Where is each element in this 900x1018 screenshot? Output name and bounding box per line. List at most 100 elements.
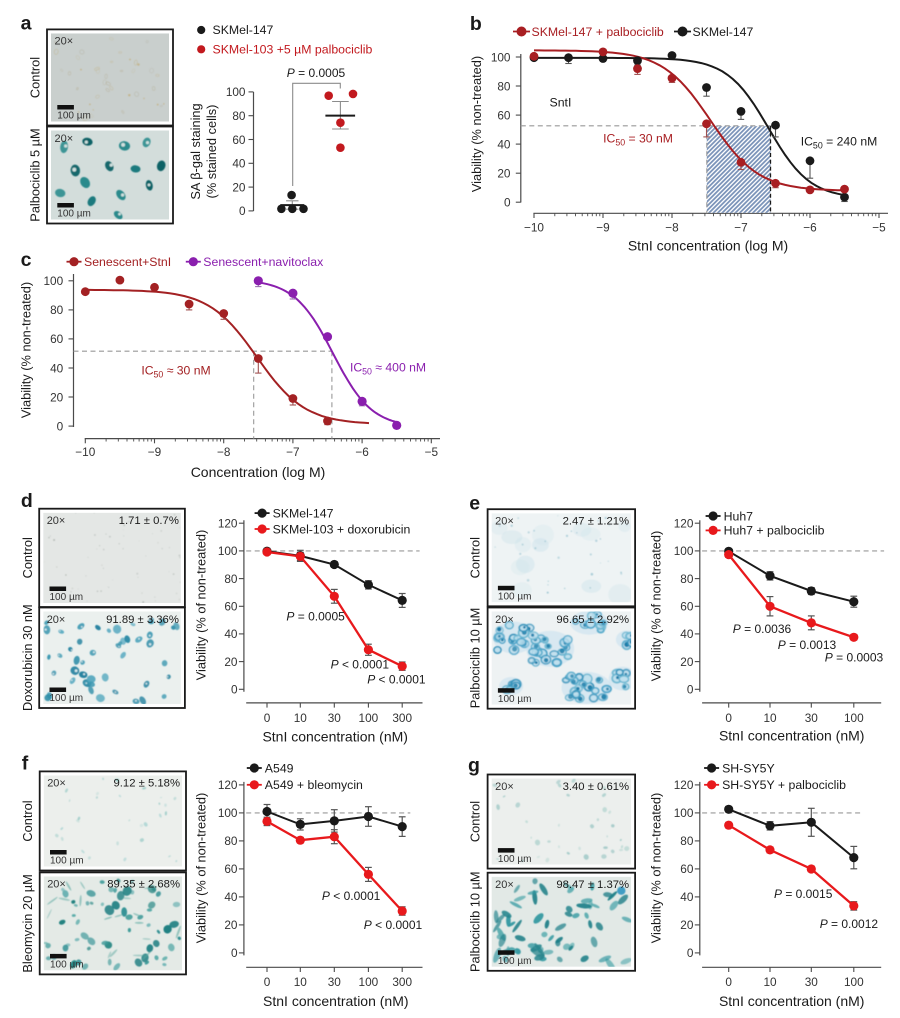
- svg-text:20: 20: [224, 655, 238, 669]
- svg-text:Senescent+StnI: Senescent+StnI: [84, 255, 171, 269]
- svg-text:40: 40: [224, 890, 238, 904]
- svg-text:Bleomycin 20 µM: Bleomycin 20 µM: [20, 874, 35, 972]
- svg-text:80: 80: [232, 109, 246, 123]
- svg-text:60: 60: [497, 108, 511, 122]
- svg-text:100 µm: 100 µm: [498, 694, 532, 705]
- svg-text:Control: Control: [20, 537, 35, 578]
- svg-text:(% stained cells): (% stained cells): [204, 105, 219, 199]
- svg-text:40: 40: [680, 627, 694, 641]
- svg-text:Viability (% non-treated): Viability (% non-treated): [469, 56, 484, 192]
- svg-text:3.40 ± 0.61%: 3.40 ± 0.61%: [563, 781, 630, 793]
- svg-text:9.12 ± 5.18%: 9.12 ± 5.18%: [114, 778, 181, 790]
- svg-text:20: 20: [50, 390, 64, 404]
- svg-text:40: 40: [50, 361, 64, 375]
- svg-text:−9: −9: [596, 221, 609, 235]
- svg-text:StnI concentration (nM): StnI concentration (nM): [263, 993, 409, 1009]
- svg-text:SntI: SntI: [550, 96, 572, 110]
- svg-text:30: 30: [328, 975, 342, 989]
- svg-text:0: 0: [687, 683, 694, 697]
- svg-text:0: 0: [57, 419, 64, 433]
- svg-text:0: 0: [264, 711, 271, 725]
- svg-text:100 µm: 100 µm: [57, 111, 91, 122]
- svg-text:20×: 20×: [47, 614, 66, 626]
- svg-text:40: 40: [497, 137, 511, 151]
- svg-text:80: 80: [497, 79, 511, 93]
- svg-text:P < 0.0001: P < 0.0001: [322, 889, 381, 903]
- svg-text:P < 0.0001: P < 0.0001: [367, 673, 426, 687]
- svg-text:80: 80: [680, 834, 694, 848]
- svg-text:−6: −6: [355, 445, 369, 459]
- svg-text:Palbociclib 5 µM: Palbociclib 5 µM: [28, 128, 43, 221]
- svg-text:40: 40: [232, 157, 246, 171]
- svg-text:0: 0: [687, 946, 694, 960]
- svg-text:SH-SY5Y: SH-SY5Y: [722, 761, 775, 775]
- svg-text:Viability (% non-treated): Viability (% non-treated): [19, 282, 34, 418]
- svg-text:−9: −9: [148, 445, 161, 459]
- svg-text:c: c: [21, 249, 32, 271]
- svg-text:20×: 20×: [47, 515, 66, 527]
- svg-text:60: 60: [224, 600, 238, 614]
- svg-text:20: 20: [497, 167, 511, 181]
- svg-text:IC50 = 30 nM: IC50 = 30 nM: [603, 132, 673, 148]
- svg-text:80: 80: [680, 572, 694, 586]
- svg-text:e: e: [469, 493, 480, 515]
- svg-text:0: 0: [231, 683, 238, 697]
- svg-text:−7: −7: [286, 445, 299, 459]
- svg-text:20: 20: [224, 918, 238, 932]
- svg-text:100: 100: [44, 274, 64, 288]
- svg-text:Viability (% of non-treated): Viability (% of non-treated): [193, 530, 208, 681]
- svg-text:20×: 20×: [495, 781, 514, 793]
- svg-text:0: 0: [725, 975, 732, 989]
- svg-text:10: 10: [763, 975, 777, 989]
- svg-text:60: 60: [680, 862, 694, 876]
- svg-text:StnI concentration (log M): StnI concentration (log M): [628, 238, 788, 254]
- svg-text:91.89 ± 3.36%: 91.89 ± 3.36%: [106, 614, 179, 626]
- svg-text:0: 0: [264, 975, 271, 989]
- svg-text:SKMel-147: SKMel-147: [273, 506, 334, 520]
- svg-text:f: f: [22, 753, 29, 775]
- svg-text:−8: −8: [665, 221, 679, 235]
- svg-text:Control: Control: [468, 537, 483, 578]
- svg-text:300: 300: [392, 975, 412, 989]
- svg-text:IC50 = 240 nM: IC50 = 240 nM: [801, 135, 878, 151]
- svg-text:120: 120: [674, 517, 694, 531]
- svg-text:100 µm: 100 µm: [498, 854, 532, 865]
- svg-text:0: 0: [504, 196, 511, 210]
- svg-text:20: 20: [680, 918, 694, 932]
- svg-text:100 µm: 100 µm: [50, 693, 84, 704]
- svg-text:−8: −8: [217, 445, 231, 459]
- svg-text:Huh7 + palbociclib: Huh7 + palbociclib: [724, 524, 825, 538]
- svg-text:StnI concentration (nM): StnI concentration (nM): [719, 728, 865, 744]
- svg-text:StnI concentration (nM): StnI concentration (nM): [719, 993, 865, 1009]
- svg-text:96.65 ± 2.92%: 96.65 ± 2.92%: [556, 614, 629, 626]
- svg-text:SKMel-103 + doxorubicin: SKMel-103 + doxorubicin: [273, 522, 411, 536]
- svg-text:P = 0.0013: P = 0.0013: [778, 638, 837, 652]
- svg-text:20: 20: [680, 655, 694, 669]
- svg-text:SA β-gal staining: SA β-gal staining: [188, 103, 203, 199]
- svg-text:100: 100: [218, 544, 238, 558]
- svg-text:g: g: [468, 755, 480, 777]
- svg-text:60: 60: [224, 862, 238, 876]
- svg-text:−5: −5: [872, 221, 886, 235]
- svg-text:SKMel-147: SKMel-147: [693, 25, 754, 39]
- svg-text:IC50 ≈ 400 nM: IC50 ≈ 400 nM: [350, 361, 426, 377]
- svg-text:120: 120: [218, 778, 238, 792]
- svg-text:−5: −5: [425, 445, 439, 459]
- svg-text:100 µm: 100 µm: [50, 960, 84, 971]
- svg-text:20×: 20×: [55, 133, 74, 145]
- svg-text:300: 300: [392, 711, 412, 725]
- svg-text:1.71 ± 0.7%: 1.71 ± 0.7%: [119, 515, 179, 527]
- svg-text:0: 0: [231, 946, 238, 960]
- svg-text:20×: 20×: [55, 36, 74, 48]
- svg-text:100: 100: [359, 711, 379, 725]
- svg-text:20×: 20×: [47, 778, 66, 790]
- svg-text:40: 40: [224, 627, 238, 641]
- svg-text:Doxorubicin 30 nM: Doxorubicin 30 nM: [20, 604, 35, 711]
- svg-text:P = 0.0012: P = 0.0012: [820, 917, 879, 931]
- svg-text:10: 10: [294, 975, 308, 989]
- svg-text:20×: 20×: [495, 516, 514, 528]
- svg-text:P = 0.0015: P = 0.0015: [774, 887, 833, 901]
- svg-text:80: 80: [224, 572, 238, 586]
- svg-text:100: 100: [844, 711, 864, 725]
- svg-text:d: d: [21, 490, 33, 512]
